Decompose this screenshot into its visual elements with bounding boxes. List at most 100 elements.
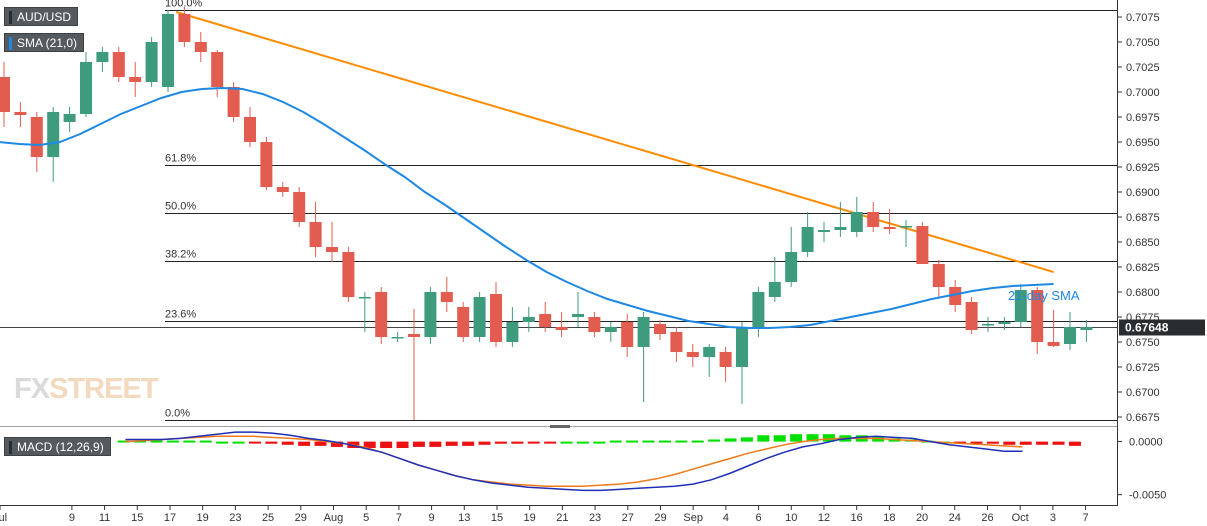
candle-body (785, 252, 798, 282)
macd-tick-label: -0.0050 (1129, 490, 1166, 502)
macd-histogram-bar (773, 435, 786, 442)
candle-body (63, 114, 76, 122)
time-tick-label: 4 (723, 512, 729, 524)
candle-body (227, 87, 240, 117)
macd-histogram-bar (183, 440, 196, 443)
macd-legend: MACD (12,26,9) (4, 437, 111, 456)
candle-body (211, 52, 224, 87)
price-tick-label: 0.6725 (1126, 362, 1160, 374)
time-tick-label: 19 (197, 512, 209, 524)
fib-label: 61.8% (165, 153, 196, 165)
macd-histogram-bar (265, 441, 278, 444)
candle-body (30, 117, 43, 157)
macd-histogram-bar (298, 441, 311, 446)
time-tick-label: Sep (683, 512, 703, 524)
macd-histogram-bar (986, 441, 999, 444)
price-tick-label: 0.6900 (1126, 187, 1160, 199)
macd-histogram-bar (330, 441, 343, 447)
macd-histogram-bar (527, 441, 540, 444)
macd-histogram-bar (462, 441, 475, 446)
time-tick-label: 21 (556, 512, 568, 524)
time-tick-label: 15 (131, 512, 143, 524)
candle-body (244, 117, 256, 142)
macd-histogram-bar (1052, 441, 1065, 445)
candle-body (129, 77, 142, 82)
macd-histogram-bar (544, 441, 557, 444)
candle-body (654, 324, 666, 334)
sma-series: 21-day SMA (0, 86, 1080, 329)
macd-histogram-bar (576, 441, 589, 444)
candle-body (112, 52, 125, 77)
fib-label: 23.6% (165, 309, 196, 321)
candle-body (260, 142, 273, 187)
candle-body (490, 294, 502, 342)
time-tick-label: 9 (69, 512, 75, 524)
macd-tick-label: 0.0000 (1129, 437, 1163, 449)
candle-body (293, 192, 306, 222)
candle-body (719, 352, 732, 367)
candle-body (375, 292, 388, 337)
fib-label: 50.0% (165, 201, 196, 213)
candle-body (522, 317, 535, 322)
price-tick-label: 0.6675 (1126, 412, 1160, 424)
panel-resize-handle (550, 425, 570, 428)
price-tick-label: 0.6875 (1126, 212, 1160, 224)
candles (0, 7, 1093, 420)
candle-body (703, 347, 716, 357)
candle-body (916, 226, 929, 264)
candle-body (440, 292, 453, 302)
candle-body (572, 314, 584, 317)
macd-histogram-bar (708, 439, 721, 442)
macd-histogram-bar (445, 441, 458, 446)
price-tick-label: 0.7000 (1126, 87, 1160, 99)
trendline (175, 11, 1054, 273)
candle-body (949, 287, 962, 305)
price-tick-label: 0.7025 (1126, 62, 1160, 74)
candle-body (621, 322, 634, 347)
macd-histogram-bar (281, 441, 294, 445)
price-tick-label: 0.6950 (1126, 137, 1160, 149)
last-price-tag (1119, 319, 1205, 336)
price-tick-label: 0.7075 (1126, 12, 1160, 24)
candle-body (539, 314, 552, 327)
time-tick-label: 24 (949, 512, 961, 524)
candle-body (194, 42, 207, 52)
candle-body (604, 327, 617, 332)
time-tick-label: 3 (1050, 512, 1056, 524)
macd-histogram-bar (757, 435, 770, 442)
macd-histogram-bar (216, 441, 229, 444)
candle-body (309, 222, 322, 247)
sma21-label: 21-day SMA (1008, 288, 1080, 303)
macd-histogram-bar (609, 440, 622, 443)
symbol-swatch (9, 11, 12, 25)
macd-histogram-bar (790, 434, 803, 442)
candle-body (801, 227, 814, 252)
macd-histogram-bar (363, 441, 376, 448)
macd-legend-swatch (9, 441, 12, 455)
macd-legend-text: MACD (12,26,9) (17, 440, 104, 454)
candle-body (473, 297, 486, 337)
macd-histogram-bar (150, 440, 163, 443)
macd-histogram-bar (740, 437, 753, 442)
time-tick-label: 25 (262, 512, 274, 524)
candle-body (178, 14, 191, 42)
macd-histogram-bar (396, 441, 409, 448)
candle-body (47, 112, 60, 157)
candle-body (768, 282, 781, 297)
price-tick-label: 0.6975 (1126, 112, 1160, 124)
candle-body (818, 230, 830, 232)
macd-histogram-bar (117, 440, 130, 443)
time-tick-label: Aug (324, 512, 344, 524)
time-tick-label: 9 (429, 512, 435, 524)
sma-legend: SMA (21,0) (4, 33, 85, 52)
candle-body (965, 302, 978, 330)
price-tick-label: 0.6925 (1126, 162, 1160, 174)
macd-histogram-bar (232, 441, 245, 444)
time-tick-label: Jul (0, 512, 7, 524)
candle-body (1047, 342, 1060, 346)
macd-histogram-bar (593, 441, 606, 444)
macd-histogram-bar (478, 441, 491, 445)
macd-histogram-bar (691, 440, 704, 443)
time-tick-label: 12 (818, 512, 830, 524)
